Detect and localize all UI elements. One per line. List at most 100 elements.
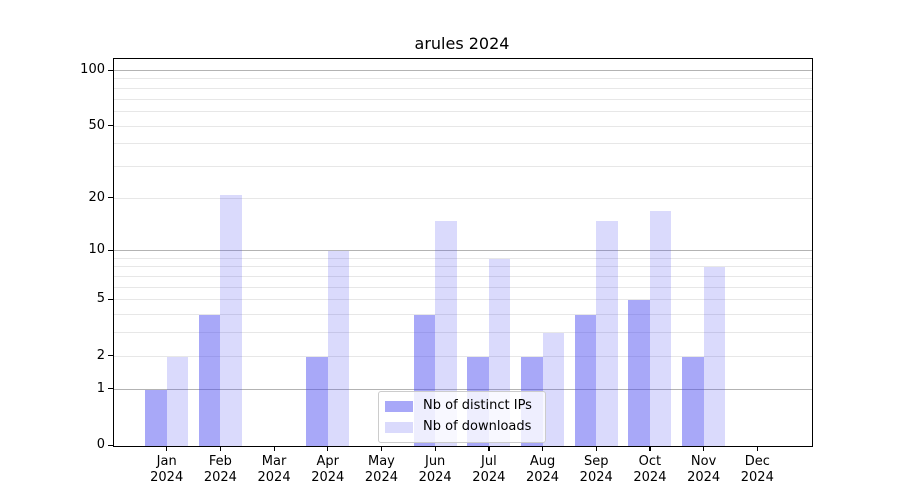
y-tick-label: 5 bbox=[96, 291, 105, 307]
x-tick-label: Jul 2024 bbox=[462, 454, 516, 486]
x-tick-label: Mar 2024 bbox=[247, 454, 301, 486]
x-tick-mark bbox=[595, 446, 597, 451]
gridline-minor bbox=[114, 125, 812, 127]
gridline-minor bbox=[114, 332, 812, 334]
y-tick-mark bbox=[108, 355, 113, 357]
gridline-minor bbox=[114, 98, 812, 100]
x-tick-label-line: 2024 bbox=[203, 470, 237, 485]
gridline-minor bbox=[114, 286, 812, 288]
legend-label-distinct-ips: Nb of distinct IPs bbox=[423, 398, 532, 413]
x-tick-mark bbox=[166, 446, 168, 451]
x-tick-label: Sep 2024 bbox=[569, 454, 623, 486]
gridline-minor bbox=[114, 197, 812, 199]
bar-nb-of-distinct-ips-sep bbox=[574, 315, 597, 446]
x-tick-label-line: 2024 bbox=[579, 470, 613, 485]
x-tick-label-line: Jan bbox=[156, 454, 177, 469]
x-tick-label-line: May bbox=[368, 454, 395, 469]
gridline-minor bbox=[114, 78, 812, 80]
x-tick-label: May 2024 bbox=[354, 454, 408, 486]
bar-nb-of-distinct-ips-feb bbox=[198, 315, 221, 446]
y-tick-label: 50 bbox=[88, 117, 105, 133]
legend-swatch-distinct-ips bbox=[385, 400, 413, 412]
x-tick-label: Feb 2024 bbox=[193, 454, 247, 486]
gridline-major bbox=[114, 70, 812, 72]
y-tick-mark bbox=[108, 298, 113, 301]
bar-nb-of-downloads-apr bbox=[327, 251, 350, 446]
bar-nb-of-distinct-ips-oct bbox=[628, 300, 650, 446]
x-tick-mark bbox=[649, 446, 651, 451]
x-tick-label: Apr 2024 bbox=[301, 454, 355, 486]
legend-item-downloads: Nb of downloads bbox=[385, 419, 537, 435]
gridline-minor bbox=[114, 110, 812, 112]
x-tick-label-line: Dec bbox=[744, 454, 770, 469]
x-tick-label-line: 2024 bbox=[364, 470, 398, 485]
x-tick-mark bbox=[488, 446, 490, 451]
y-tick-mark bbox=[108, 197, 113, 199]
x-tick-label-line: 2024 bbox=[525, 470, 560, 485]
x-tick-label-line: 2024 bbox=[633, 470, 667, 485]
y-tick-label: 0 bbox=[96, 437, 105, 452]
gridline-major bbox=[114, 250, 812, 252]
gridline-minor bbox=[114, 143, 812, 145]
x-tick-label: Aug 2024 bbox=[516, 454, 570, 486]
x-tick-label-line: Mar bbox=[261, 454, 287, 469]
bar-nb-of-downloads-jun bbox=[435, 220, 457, 446]
gridline-minor bbox=[114, 355, 812, 357]
x-tick-mark bbox=[273, 446, 275, 451]
y-tick-label: 10 bbox=[88, 242, 105, 258]
bar-nb-of-distinct-ips-nov bbox=[682, 356, 704, 446]
legend-swatch-downloads bbox=[385, 421, 413, 433]
x-tick-label-line: 2024 bbox=[687, 470, 721, 485]
bar-nb-of-downloads-feb bbox=[220, 194, 242, 446]
y-tick-mark bbox=[108, 444, 113, 446]
bar-nb-of-downloads-jan bbox=[166, 356, 189, 446]
x-tick-label-line: Feb bbox=[208, 454, 232, 469]
x-tick-mark bbox=[219, 446, 222, 451]
bar-nb-of-distinct-ips-apr bbox=[306, 356, 328, 446]
gridline-minor bbox=[114, 165, 812, 167]
chart-title: arules 2024 bbox=[414, 34, 510, 53]
x-tick-mark bbox=[380, 446, 383, 451]
plot-area bbox=[113, 58, 813, 447]
gridline-minor bbox=[114, 314, 812, 316]
x-tick-label: Jan 2024 bbox=[140, 454, 194, 486]
x-tick-label: Dec 2024 bbox=[730, 454, 784, 486]
x-tick-label-line: Apr bbox=[316, 454, 340, 469]
legend: Nb of distinct IPs Nb of downloads bbox=[378, 391, 546, 443]
gridline-minor bbox=[114, 87, 812, 89]
gridline-minor bbox=[114, 276, 812, 278]
x-tick-label-line: 2024 bbox=[311, 470, 345, 485]
bar-nb-of-downloads-sep bbox=[596, 220, 618, 446]
x-tick-mark bbox=[703, 446, 705, 451]
x-tick-label: Oct 2024 bbox=[623, 454, 677, 486]
x-tick-label-line: Jun bbox=[424, 454, 446, 469]
y-tick-mark bbox=[108, 69, 113, 71]
x-tick-label-line: Nov bbox=[690, 454, 717, 469]
y-tick-label: 100 bbox=[80, 62, 105, 78]
x-tick-label-line: Sep bbox=[583, 454, 609, 469]
x-tick-label-line: Aug bbox=[529, 454, 556, 469]
bar-nb-of-downloads-aug bbox=[542, 333, 565, 446]
y-tick-mark bbox=[108, 125, 113, 127]
x-tick-mark bbox=[434, 446, 436, 451]
y-tick-mark bbox=[108, 388, 113, 390]
x-tick-label-line: Jul bbox=[481, 454, 497, 469]
x-tick-label-line: 2024 bbox=[418, 470, 452, 485]
x-tick-label-line: Oct bbox=[638, 454, 662, 469]
y-tick-label: 1 bbox=[96, 380, 105, 396]
x-tick-label-line: 2024 bbox=[257, 470, 291, 485]
legend-item-distinct-ips: Nb of distinct IPs bbox=[385, 398, 537, 414]
gridline-minor bbox=[114, 299, 812, 301]
y-tick-mark bbox=[108, 249, 113, 251]
y-tick-label: 2 bbox=[96, 347, 105, 363]
x-tick-mark bbox=[756, 446, 758, 451]
x-tick-label-line: 2024 bbox=[472, 470, 506, 485]
legend-label-downloads: Nb of downloads bbox=[423, 419, 532, 434]
x-tick-mark bbox=[542, 446, 544, 451]
x-tick-label: Nov 2024 bbox=[677, 454, 731, 486]
gridline-major bbox=[114, 388, 812, 390]
gridline-minor bbox=[114, 266, 812, 268]
bar-nb-of-distinct-ips-jan bbox=[145, 389, 167, 446]
bar-nb-of-downloads-nov bbox=[703, 267, 726, 446]
